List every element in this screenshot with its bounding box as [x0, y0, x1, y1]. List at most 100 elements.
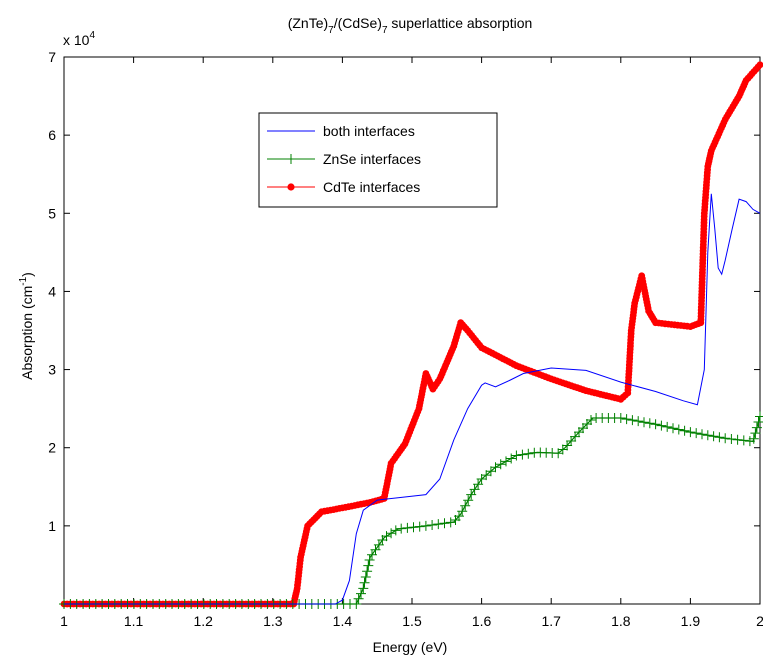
data-point — [751, 422, 762, 433]
data-point — [557, 444, 568, 455]
x-tick-label: 1.1 — [124, 613, 144, 629]
data-point — [390, 525, 401, 536]
x-tick-label: 1.5 — [402, 613, 422, 629]
data-point — [473, 479, 484, 490]
data-point — [481, 470, 492, 481]
legend-label: CdTe interfaces — [323, 179, 420, 195]
data-point — [433, 519, 444, 530]
x-tick-label: 2 — [756, 613, 763, 629]
x-tick-label: 1.4 — [333, 613, 353, 629]
data-point — [570, 431, 581, 442]
data-point — [582, 419, 592, 429]
x-tick-label: 1.7 — [541, 613, 561, 629]
data-point — [501, 456, 511, 467]
data-point — [691, 428, 702, 439]
data-point — [708, 431, 719, 442]
data-point — [578, 423, 588, 434]
series-both-interfaces — [64, 193, 761, 605]
data-point — [360, 572, 371, 582]
data-point — [697, 429, 707, 440]
data-point — [506, 453, 517, 464]
data-point — [744, 436, 755, 447]
axis-ticks: 1 1.1 1.2 1.3 1.4 1.5 1.6 1.7 1.8 1.9 2 1 2 3 4 5 6 7 — [48, 49, 763, 629]
data-point — [650, 419, 661, 430]
data-point — [359, 577, 370, 588]
data-point — [495, 459, 506, 470]
data-point — [753, 417, 763, 427]
legend-entry: CdTe interfaces — [267, 179, 420, 195]
x-tick-label: 1.2 — [193, 613, 213, 629]
data-point — [511, 450, 522, 461]
data-point — [351, 599, 362, 609]
y-tick-label: 6 — [48, 127, 56, 143]
data-point — [523, 448, 534, 459]
legend-swatch-marker — [286, 154, 296, 164]
data-point — [679, 425, 690, 436]
data-point — [517, 449, 528, 460]
x-tick-label: 1.9 — [681, 613, 701, 629]
y-axis-multiplier: x 104 — [63, 30, 95, 48]
data-point — [402, 522, 413, 533]
data-point — [420, 520, 431, 531]
data-point — [748, 433, 759, 444]
series-layer — [59, 61, 763, 609]
data-point — [685, 427, 696, 438]
legend-entry: both interfaces — [267, 123, 415, 139]
data-point — [732, 434, 743, 445]
data-point — [364, 555, 375, 565]
data-point — [627, 415, 638, 426]
data-point — [639, 417, 649, 428]
data-point — [656, 420, 667, 431]
y-axis-label: Absorption (cm-1) — [18, 272, 35, 380]
data-point — [714, 432, 725, 443]
data-point — [662, 421, 673, 432]
data-point — [463, 495, 474, 506]
series-znse-interfaces — [59, 411, 763, 609]
data-point — [353, 593, 364, 604]
y-tick-label: 3 — [48, 362, 56, 378]
data-point — [755, 411, 763, 422]
x-tick-label: 1.6 — [472, 613, 492, 629]
x-axis-label: Energy (eV) — [373, 639, 448, 655]
data-point — [756, 61, 763, 69]
data-point — [445, 517, 456, 528]
data-point — [460, 500, 471, 511]
legend-box — [258, 112, 498, 208]
series-cdte-interfaces — [60, 61, 763, 608]
data-point — [414, 521, 425, 532]
series-line — [64, 193, 761, 605]
data-point — [363, 560, 374, 571]
y-tick-label: 2 — [48, 440, 56, 456]
data-point — [476, 474, 487, 484]
data-point — [633, 416, 644, 427]
data-point — [668, 423, 678, 434]
x-tick-label: 1.3 — [263, 613, 283, 629]
data-point — [356, 588, 366, 599]
data-point — [574, 427, 584, 438]
data-point — [644, 418, 655, 429]
data-point — [396, 523, 407, 534]
data-point — [485, 466, 496, 477]
data-point — [381, 531, 392, 542]
data-point — [457, 506, 468, 517]
y-tick-label: 4 — [48, 283, 56, 299]
data-point — [673, 424, 684, 435]
y-tick-label: 7 — [48, 49, 56, 65]
data-point — [427, 520, 438, 530]
data-point — [586, 415, 596, 425]
data-point — [750, 428, 761, 439]
data-point — [469, 484, 480, 495]
data-point — [726, 434, 737, 444]
data-point — [408, 522, 419, 533]
y-tick-label: 5 — [48, 205, 56, 221]
legend-swatch-marker — [287, 183, 295, 191]
data-point — [562, 440, 573, 451]
y-tick-label: 1 — [48, 518, 56, 534]
data-point — [358, 583, 369, 594]
data-point — [720, 433, 731, 444]
data-point — [621, 414, 632, 425]
x-tick-label: 1.8 — [611, 613, 631, 629]
legend-label: ZnSe interfaces — [323, 151, 421, 167]
chart-title: (ZnTe)7/(CdSe)7 superlattice absorption — [288, 15, 533, 36]
